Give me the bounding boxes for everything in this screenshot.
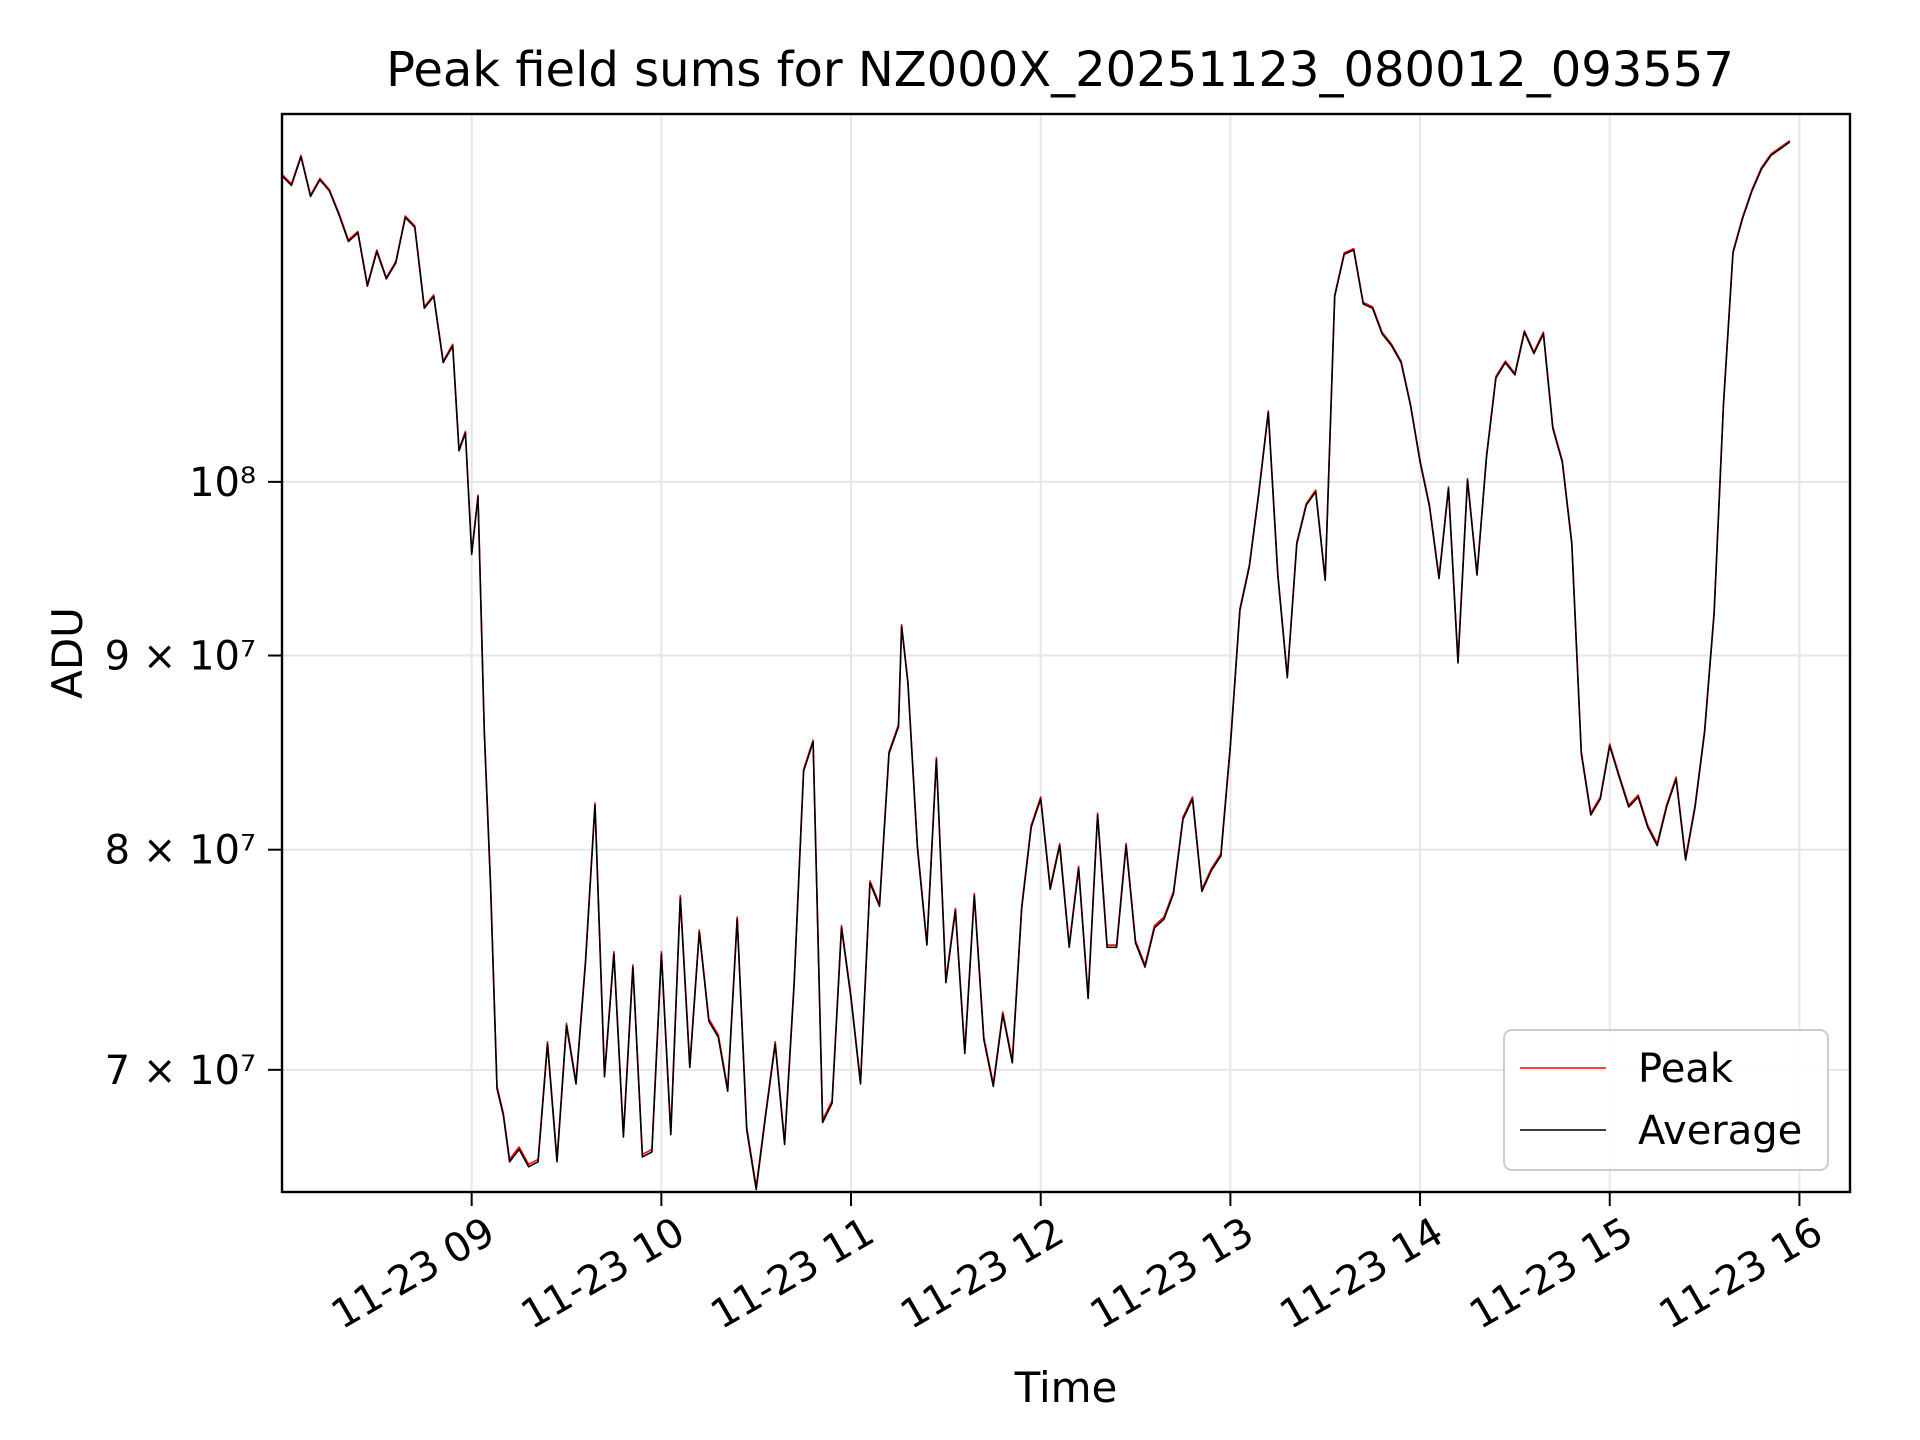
legend-box	[1503, 1029, 1829, 1171]
y-tick-label-1: 8 × 10⁷	[105, 828, 256, 874]
y-tick-label-0: 7 × 10⁷	[105, 1048, 256, 1094]
plot-frame	[280, 112, 1852, 1194]
y-axis-label: ADU	[43, 607, 92, 699]
legend: Peak Average	[1503, 1029, 1829, 1171]
y-tick-label-3: 10⁸	[189, 460, 256, 506]
chart-title: Peak field sums for NZ000X_20251123_0800…	[386, 42, 1734, 98]
series-layer	[281, 139, 1791, 1191]
y-axis: 7 × 10⁷ 8 × 10⁷ 9 × 10⁷ 10⁸	[105, 460, 282, 1094]
legend-label-average: Average	[1638, 1108, 1802, 1154]
legend-label-peak: Peak	[1638, 1046, 1734, 1092]
y-tick-label-2: 9 × 10⁷	[105, 634, 256, 680]
x-axis-label: Time	[1014, 1363, 1118, 1412]
grid	[282, 114, 1850, 1192]
series-line-average	[281, 141, 1791, 1191]
